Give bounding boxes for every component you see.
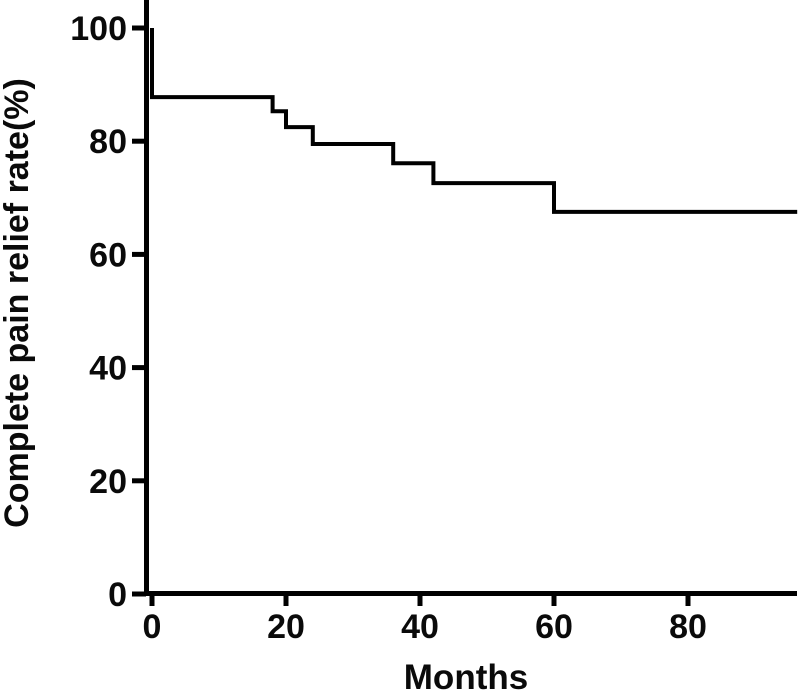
y-tick-label: 40 xyxy=(89,350,127,388)
y-axis-ticks xyxy=(132,25,146,597)
x-tick-label: 20 xyxy=(267,608,305,646)
y-tick-label: 20 xyxy=(89,463,127,501)
x-tick-label: 80 xyxy=(669,608,707,646)
y-axis: 0 20 40 60 80 100 xyxy=(70,0,149,614)
x-axis: 0 20 40 60 80 xyxy=(143,591,797,646)
x-axis-ticks xyxy=(149,592,691,606)
survival-step-curve xyxy=(150,28,798,214)
y-axis-tick-labels: 0 20 40 60 80 100 xyxy=(70,10,127,614)
x-tick-label: 0 xyxy=(143,608,162,646)
y-tick-label: 0 xyxy=(108,576,127,614)
x-axis-title: Months xyxy=(404,658,528,691)
y-tick-label: 100 xyxy=(70,10,127,48)
x-tick-label: 40 xyxy=(401,608,439,646)
y-tick-label: 60 xyxy=(89,236,127,274)
x-axis-tick-labels: 0 20 40 60 80 xyxy=(143,608,707,646)
y-axis-title: Complete pain relief rate(%) xyxy=(0,78,36,528)
x-tick-label: 60 xyxy=(535,608,573,646)
y-tick-label: 80 xyxy=(89,123,127,161)
